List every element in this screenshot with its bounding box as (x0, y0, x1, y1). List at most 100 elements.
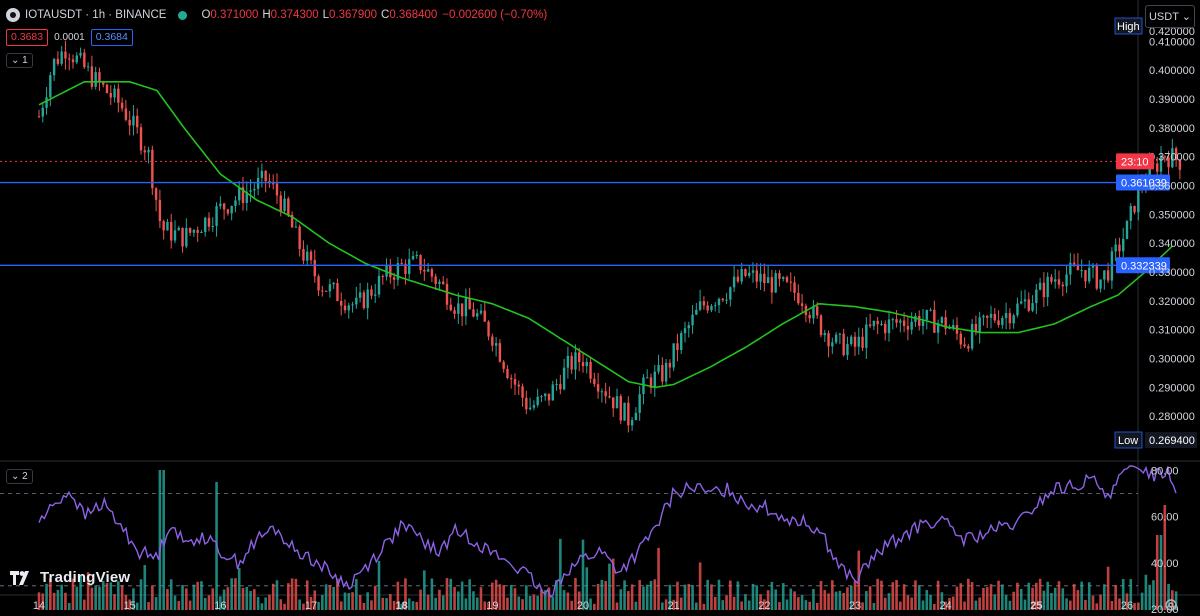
volume-bar (256, 596, 260, 610)
time-axis-tick: 24 (940, 600, 952, 612)
candle-body (158, 199, 162, 222)
volume-bar (914, 580, 917, 610)
candle-body (936, 323, 940, 333)
volume-bar (49, 578, 52, 610)
volume-bar (75, 586, 79, 610)
volume-bar (910, 597, 913, 610)
volume-bar (457, 591, 460, 610)
candle-body (332, 282, 335, 285)
volume-bar (287, 583, 290, 610)
volume-bar (846, 587, 849, 610)
currency-button[interactable]: USDT ⌄ (1145, 5, 1195, 28)
candle-body (113, 88, 116, 98)
candle-body (940, 317, 944, 324)
volume-bar (275, 580, 279, 610)
rsi-pane-toggle[interactable]: ⌄ 2 (6, 469, 33, 484)
volume-bar (472, 591, 475, 610)
volume-bar (933, 603, 936, 610)
volume-bar (1016, 582, 1019, 610)
volume-bar (211, 588, 215, 610)
volume-bar (793, 591, 796, 610)
candle-body (52, 58, 56, 76)
candle-body (566, 355, 570, 368)
candle-body (819, 315, 823, 336)
volume-bar (268, 594, 271, 610)
candle-body (812, 306, 815, 319)
candle-body (317, 276, 320, 291)
volume-bar (411, 601, 415, 610)
volume-bar (151, 585, 154, 610)
candle-body (472, 309, 475, 317)
volume-bar (1042, 590, 1046, 610)
low-tag (1114, 431, 1143, 449)
volume-bar (517, 596, 521, 610)
candle-body (729, 287, 732, 300)
volume-bar (192, 584, 196, 610)
level-price-tag (1116, 174, 1170, 191)
candle-body (476, 313, 479, 317)
candle-body (290, 214, 294, 228)
volume-bar (710, 584, 713, 610)
buy-button[interactable]: 0.3684 (90, 29, 133, 46)
order-panel: 0.3683 0.0001 0.3684 (6, 29, 133, 46)
volume-bar (1050, 593, 1053, 610)
candle-body (562, 367, 566, 390)
volume-bar (1167, 583, 1170, 610)
volume-bar (423, 570, 426, 610)
candle-body (162, 221, 165, 231)
volume-bar (271, 583, 275, 610)
volume-bar (1053, 587, 1057, 610)
countdown-tag (1116, 153, 1154, 170)
candle-body (766, 277, 770, 284)
candle-body (374, 294, 377, 296)
volume-bar (751, 583, 755, 610)
volume-bar (373, 585, 377, 610)
candle-body (868, 324, 872, 327)
candle-body (279, 195, 282, 212)
volume-bar (872, 603, 876, 610)
candle-body (377, 275, 381, 295)
settings-icon[interactable] (1164, 598, 1178, 612)
candle-body (438, 281, 441, 284)
candle-body (925, 309, 928, 320)
volume-bar (222, 589, 226, 610)
sell-button[interactable]: 0.3683 (6, 29, 49, 46)
symbol-title[interactable]: IOTAUSDT · 1h · BINANCE (25, 9, 167, 21)
volume-bar (86, 572, 90, 610)
candle-body (154, 188, 158, 200)
candle-body (230, 205, 233, 214)
volume-bar (158, 470, 162, 610)
candle-body (408, 259, 411, 274)
candle-body (653, 371, 656, 388)
volume-bar (166, 589, 169, 610)
volume-bar (460, 581, 464, 610)
candle-body (362, 292, 366, 309)
volume-bar (491, 582, 494, 610)
candle-body (661, 365, 664, 382)
price-pane-toggle[interactable]: ⌄ 1 (6, 53, 33, 68)
volume-bar (812, 589, 815, 610)
candle-body (256, 177, 260, 189)
chevron-down-icon: ⌄ (11, 55, 20, 66)
rsi-axis-tick: 60.00 (1151, 512, 1179, 524)
price-axis-tick: 0.360000 (1149, 181, 1195, 193)
volume-bar (902, 584, 906, 610)
candle-body (581, 362, 585, 367)
candle-body (865, 324, 868, 348)
volume-bar (64, 592, 67, 610)
candle-body (411, 256, 415, 260)
candle-body (1122, 238, 1125, 252)
candle-body (555, 383, 558, 385)
candle-body (306, 251, 309, 261)
volume-bar (241, 587, 245, 610)
candle-body (706, 305, 709, 311)
volume-bar (740, 601, 743, 610)
candle-body (702, 301, 706, 306)
price-axis-tick: 0.350000 (1149, 209, 1195, 221)
volume-bar (615, 602, 619, 610)
volume-bar (313, 590, 317, 610)
candle-body (604, 391, 607, 397)
candle-body (177, 227, 180, 231)
candle-body (1156, 163, 1159, 172)
